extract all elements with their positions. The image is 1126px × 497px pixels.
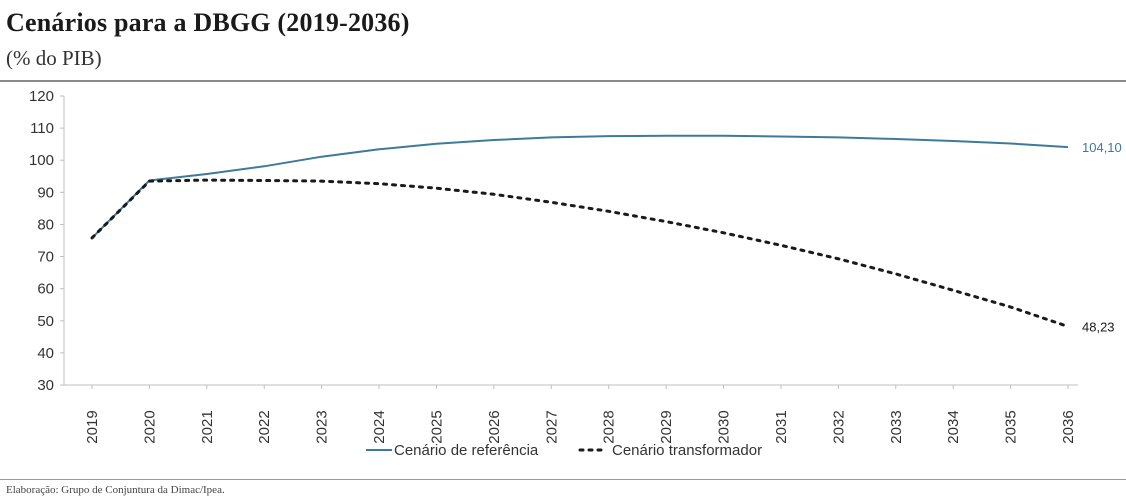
series-line-referencia <box>91 134 1069 239</box>
x-tick-label: 2023 <box>314 410 331 443</box>
data-point <box>608 136 609 137</box>
x-tick-label: 2024 <box>371 410 388 443</box>
data-point <box>780 136 781 137</box>
data-point <box>379 183 380 184</box>
series-line-transformador <box>90 178 1070 328</box>
chart-series <box>90 134 1070 328</box>
data-point <box>436 188 437 189</box>
data-point <box>149 181 150 182</box>
y-axis-ticks: 30 40 50 60 70 80 90 100 110 120 <box>29 88 64 394</box>
line-chart: 30 40 50 60 70 80 90 100 110 120 2019 2020 2021 2022… <box>29 88 1122 459</box>
x-axis-ticks: 2019 2020 2021 2022 2023 2024 2025 2026 2027 2028… <box>84 385 1077 444</box>
x-tick-label: 2031 <box>773 410 790 443</box>
y-tick-label: 90 <box>37 184 54 201</box>
y-tick-label: 110 <box>30 120 54 137</box>
x-tick-label: 2029 <box>658 410 675 443</box>
data-point <box>551 137 552 138</box>
data-point <box>1010 307 1011 308</box>
data-point <box>608 211 609 212</box>
x-tick-label: 2034 <box>945 410 962 443</box>
chart-legend: Cenário de referência Cenário transformad… <box>366 442 762 459</box>
y-tick-label: 100 <box>29 152 54 169</box>
y-tick-label: 120 <box>29 88 54 105</box>
x-tick-label: 2033 <box>888 410 905 443</box>
data-point <box>723 232 724 233</box>
x-tick-label: 2035 <box>1003 410 1020 443</box>
y-tick-label: 70 <box>37 249 54 266</box>
footer-divider <box>0 479 1126 480</box>
data-point <box>666 135 667 136</box>
x-tick-label: 2025 <box>428 410 445 443</box>
data-point <box>321 156 322 157</box>
series-end-labels: 104,10 48,23 <box>1082 140 1122 334</box>
data-point <box>780 245 781 246</box>
data-point <box>953 141 954 142</box>
data-point <box>838 137 839 138</box>
x-tick-label: 2030 <box>716 410 733 443</box>
x-tick-label: 2020 <box>141 410 158 443</box>
data-point <box>895 139 896 140</box>
chart-subtitle: (% do PIB) <box>6 46 102 70</box>
data-point <box>92 237 93 238</box>
header-divider <box>0 80 1126 82</box>
y-tick-label: 30 <box>37 377 54 394</box>
x-tick-label: 2019 <box>84 410 101 443</box>
x-tick-label: 2022 <box>256 410 273 443</box>
data-point <box>321 181 322 182</box>
y-tick-label: 40 <box>37 345 54 362</box>
data-point <box>723 135 724 136</box>
data-point <box>666 221 667 222</box>
data-point <box>206 180 207 181</box>
data-point <box>493 194 494 195</box>
y-tick-label: 50 <box>37 313 54 330</box>
data-point <box>1068 326 1069 327</box>
data-point <box>436 143 437 144</box>
x-tick-label: 2021 <box>199 410 216 443</box>
x-tick-label: 2032 <box>830 410 847 443</box>
data-point <box>953 290 954 291</box>
source-note: Elaboração: Grupo de Conjuntura da Dimac… <box>6 484 225 496</box>
data-point <box>1010 143 1011 144</box>
data-point <box>551 202 552 203</box>
data-point <box>895 273 896 274</box>
y-tick-label: 80 <box>37 216 54 233</box>
end-label-transformador: 48,23 <box>1082 319 1115 334</box>
data-point <box>838 258 839 259</box>
data-point <box>493 140 494 141</box>
data-point <box>264 180 265 181</box>
y-tick-label: 60 <box>37 281 54 298</box>
x-tick-label: 2028 <box>601 410 618 443</box>
data-point <box>1068 147 1069 148</box>
end-label-referencia: 104,10 <box>1082 140 1122 155</box>
x-tick-label: 2027 <box>543 410 560 443</box>
legend-label-transformador: Cenário transformador <box>612 442 762 459</box>
chart-axes <box>63 96 1078 386</box>
data-point <box>379 149 380 150</box>
data-point <box>264 166 265 167</box>
x-tick-label: 2036 <box>1060 410 1077 443</box>
chart-title: Cenários para a DBGG (2019-2036) <box>6 8 410 37</box>
legend-label-referencia: Cenário de referência <box>394 442 539 459</box>
data-point <box>206 174 207 175</box>
x-tick-label: 2026 <box>486 410 503 443</box>
